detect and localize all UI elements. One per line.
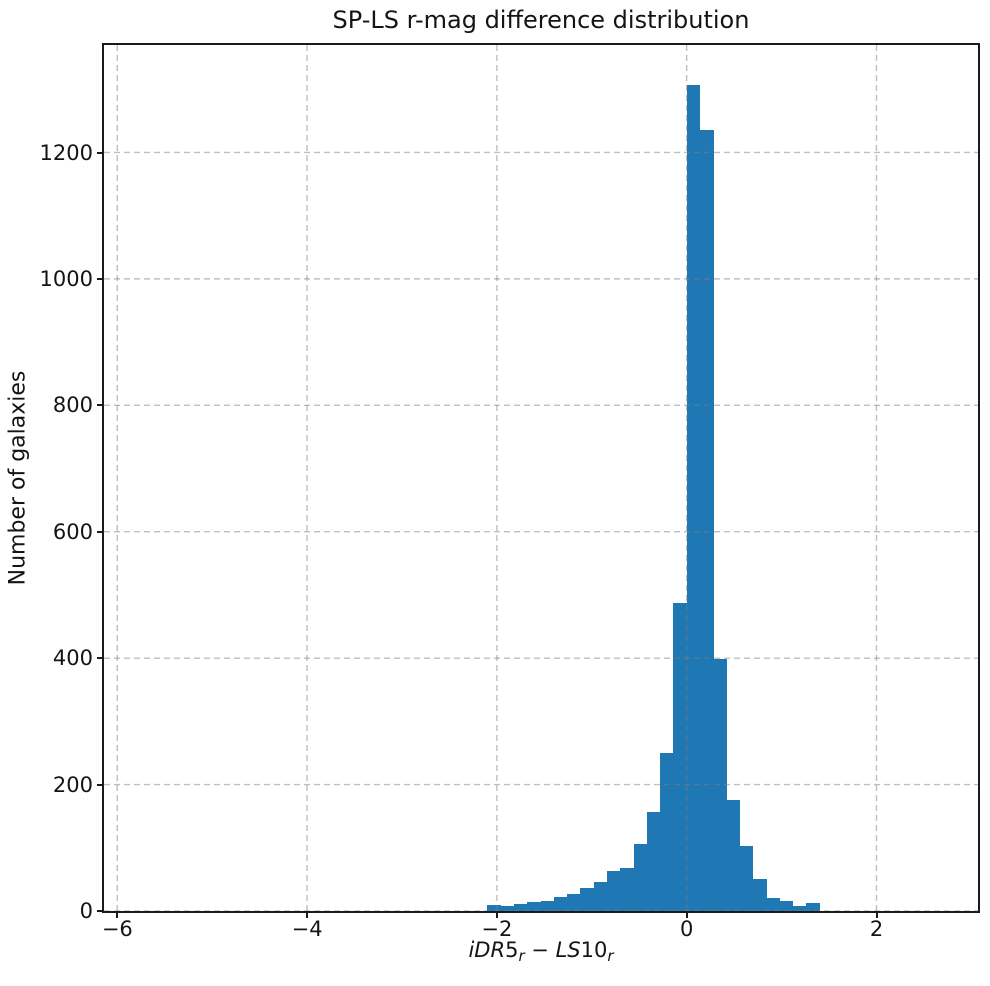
histogram-bar xyxy=(606,871,621,911)
x-tick-label: −4 xyxy=(291,917,323,941)
y-tick-label: 1200 xyxy=(39,140,93,165)
y-tick-mark xyxy=(97,277,104,280)
histogram-bar xyxy=(739,845,754,911)
y-tick-mark xyxy=(97,783,104,786)
histogram-bar xyxy=(527,902,541,911)
grid-lines xyxy=(104,45,978,911)
histogram-bar xyxy=(646,812,661,911)
histogram-bar xyxy=(699,129,714,911)
histogram-bar xyxy=(487,904,501,911)
histogram-bar xyxy=(766,898,780,911)
x-axis-label-part: 5 xyxy=(505,938,519,962)
x-tick-mark xyxy=(685,911,688,918)
y-tick-mark xyxy=(97,657,104,660)
x-axis-label-part: r xyxy=(518,947,525,965)
histogram-bar xyxy=(633,844,648,911)
histogram-bars xyxy=(104,45,978,911)
histogram-bar xyxy=(806,903,820,911)
histogram-bar xyxy=(513,904,528,911)
x-tick-mark xyxy=(116,911,119,918)
x-axis-label-part: r xyxy=(607,947,614,965)
histogram-bar xyxy=(686,85,701,911)
x-tick-mark xyxy=(495,911,498,918)
chart-title: SP-LS r-mag difference distribution xyxy=(332,6,750,34)
y-tick-label: 0 xyxy=(79,899,93,923)
histogram-bar xyxy=(540,900,555,911)
y-tick-label: 1000 xyxy=(39,266,93,291)
histogram-bar xyxy=(713,659,727,911)
y-tick-mark xyxy=(97,910,104,912)
x-axis-label-part: iDR xyxy=(468,938,506,962)
histogram-bar xyxy=(620,868,634,911)
histogram-bar xyxy=(593,881,608,911)
histogram-bar xyxy=(726,800,741,911)
y-tick-label: 800 xyxy=(52,393,93,418)
histogram-bar xyxy=(792,905,807,911)
x-tick-mark xyxy=(875,911,878,918)
x-tick-label: 2 xyxy=(869,917,884,941)
x-tick-label: 0 xyxy=(680,917,694,941)
y-tick-mark xyxy=(97,404,104,407)
histogram-bar xyxy=(673,603,687,911)
histogram-bar xyxy=(660,752,674,911)
histogram-bar xyxy=(567,893,581,911)
y-tick-mark xyxy=(97,151,104,154)
y-tick-label: 400 xyxy=(52,646,93,671)
histogram-bar xyxy=(753,878,767,911)
y-tick-mark xyxy=(97,530,104,533)
plot-area xyxy=(104,45,978,911)
histogram-bar xyxy=(580,888,594,911)
x-tick-label: −2 xyxy=(481,917,513,941)
histogram-bar xyxy=(779,900,794,911)
x-tick-label: −6 xyxy=(101,917,133,941)
x-axis-label-part: LS xyxy=(555,938,581,962)
x-axis-label: iDR5r − LS10r xyxy=(104,938,978,965)
x-axis-label-part: 10 xyxy=(580,938,608,962)
x-axis-label-part: − xyxy=(524,938,556,962)
x-tick-mark xyxy=(306,911,309,918)
histogram-bar xyxy=(500,905,515,911)
y-tick-label: 200 xyxy=(52,772,93,797)
histogram-bar xyxy=(553,897,568,911)
y-tick-label: 600 xyxy=(52,519,93,544)
